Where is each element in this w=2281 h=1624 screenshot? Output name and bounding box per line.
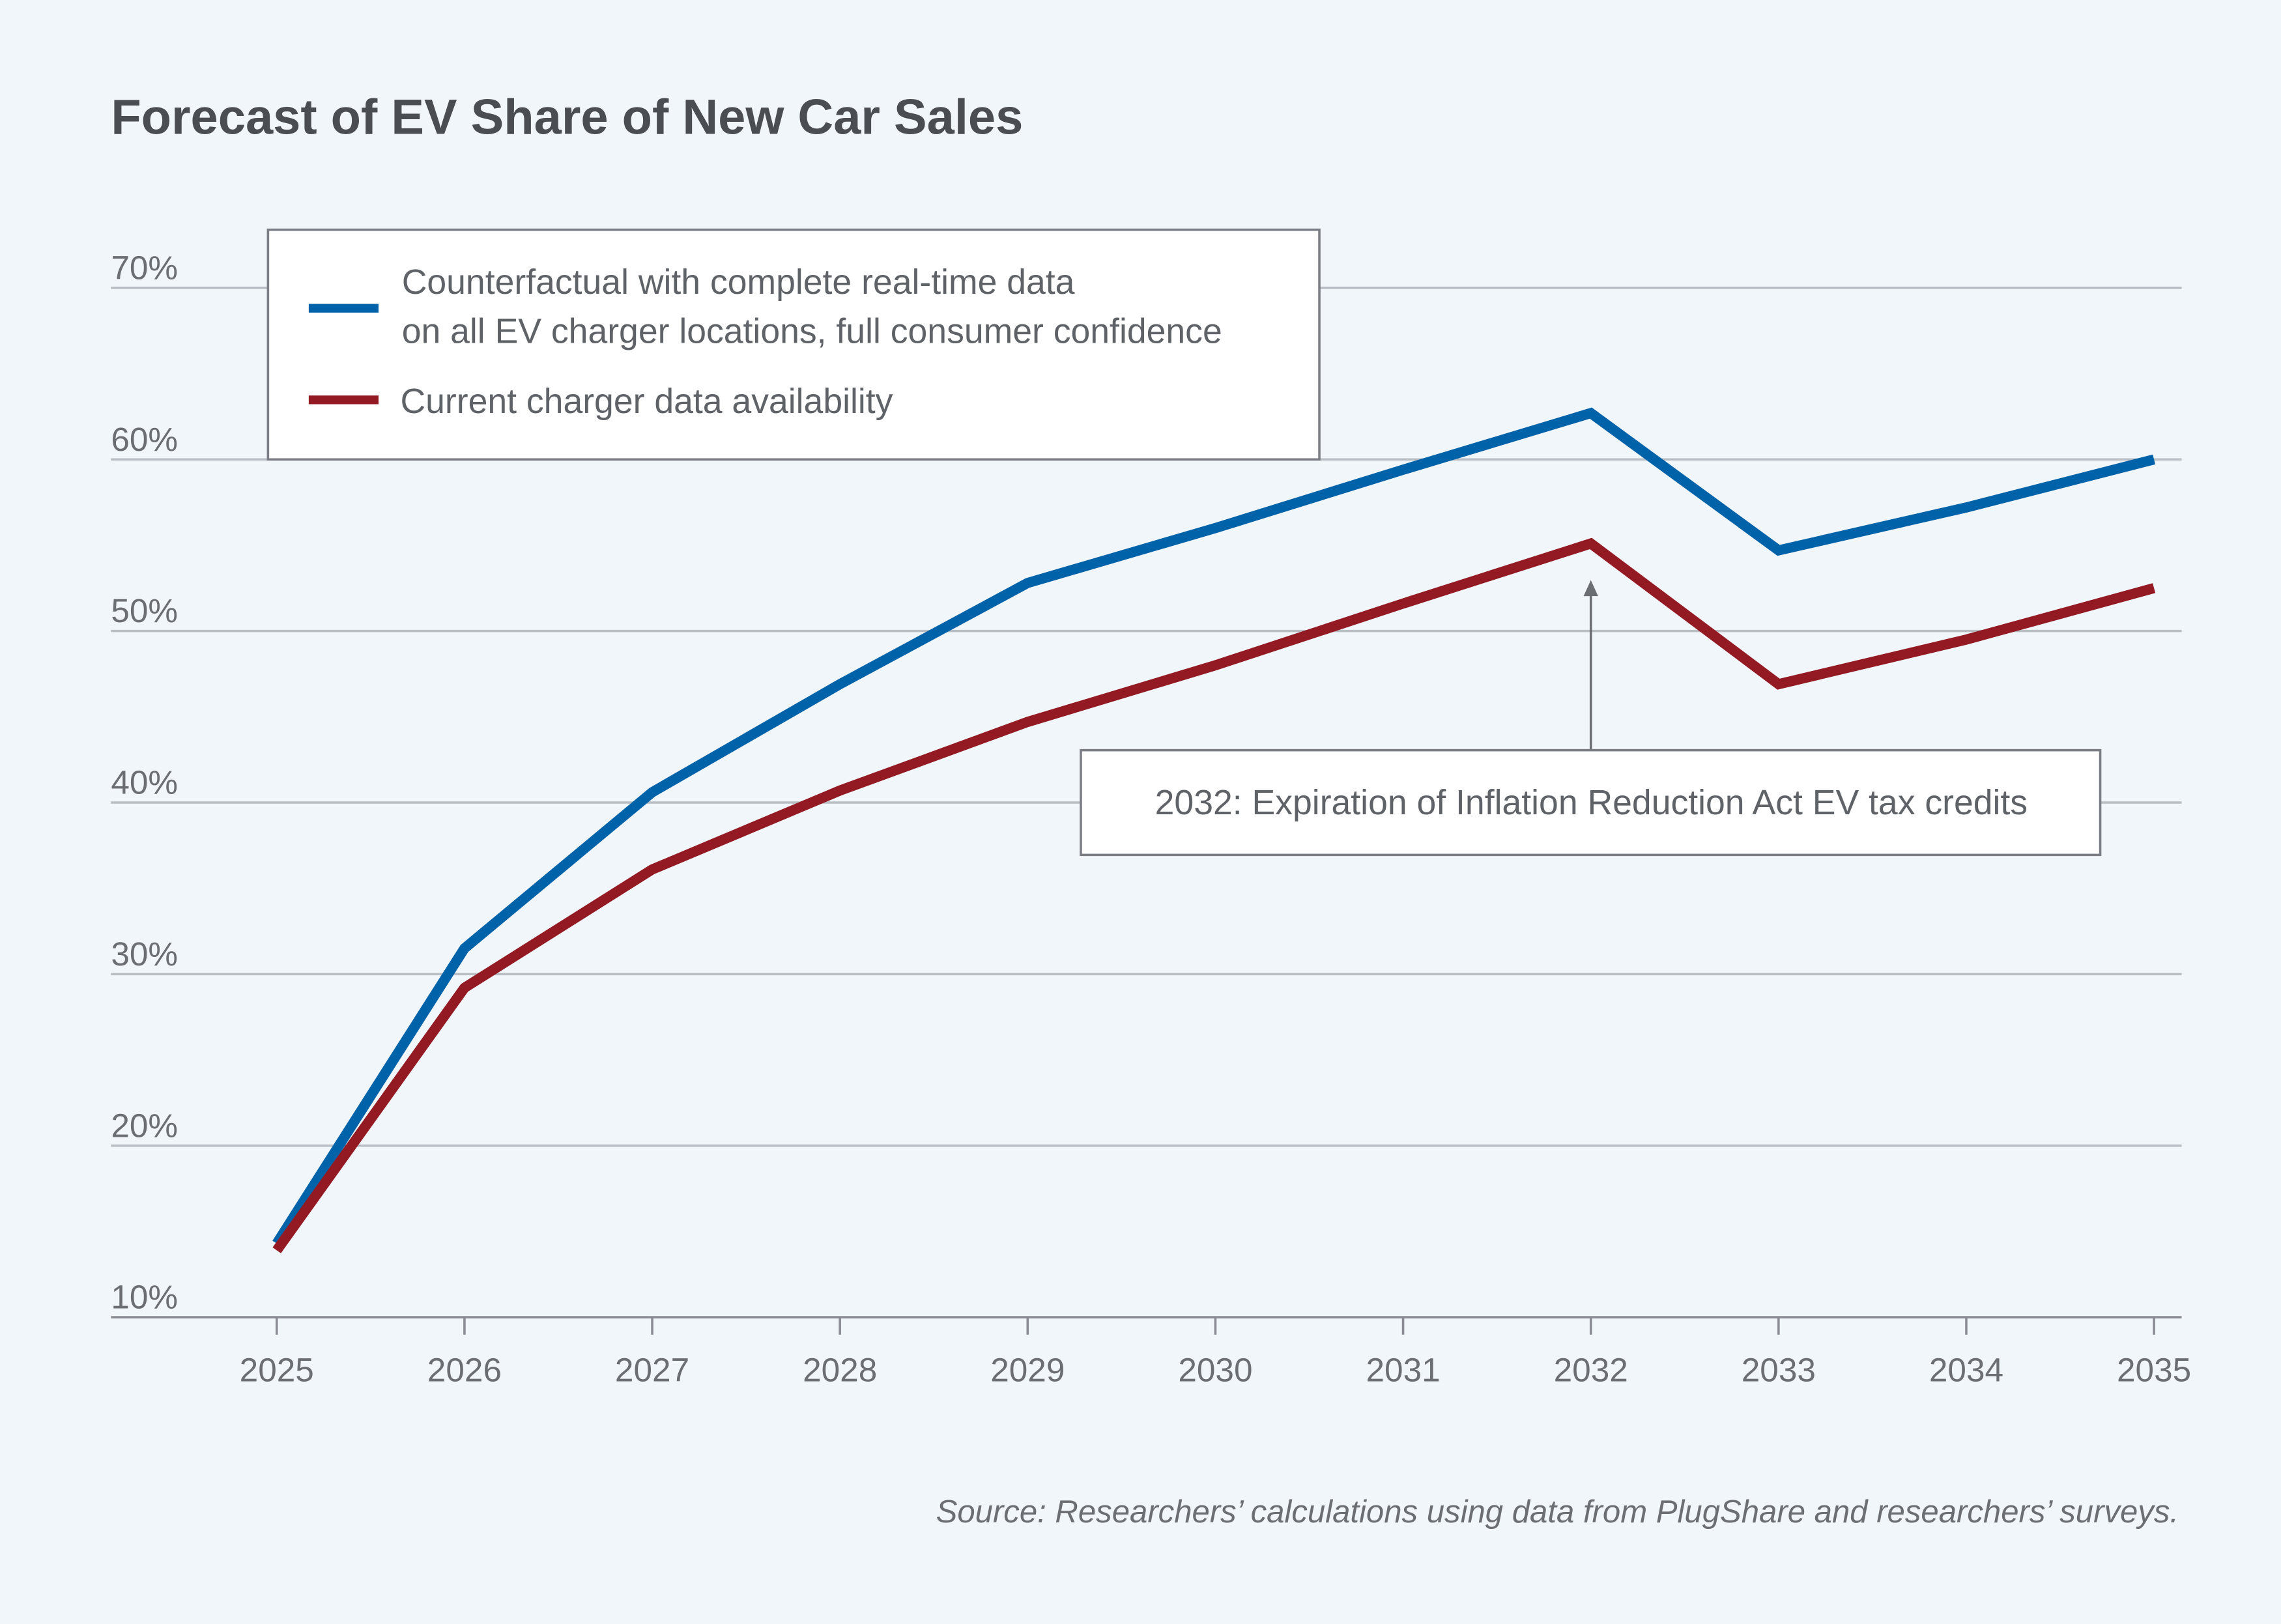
source-note: Source: Researchers’ calculations using … <box>936 1494 2179 1530</box>
legend-label: Counterfactual with complete real-time d… <box>402 263 1075 302</box>
legend: Counterfactual with complete real-time d… <box>266 228 1321 461</box>
x-tick-label: 2034 <box>1929 1351 2003 1388</box>
series-line-2 <box>272 537 2156 1253</box>
x-tick-label: 2033 <box>1742 1351 1816 1388</box>
x-tick-label: 2031 <box>1366 1351 1440 1388</box>
y-tick-label: 20% <box>111 1107 178 1144</box>
x-tick-label: 2029 <box>990 1351 1065 1388</box>
annotation-text: 2032: Expiration of Inflation Reduction … <box>1155 784 2028 822</box>
y-tick-label: 70% <box>111 249 178 287</box>
x-tick-label: 2026 <box>427 1351 502 1388</box>
arrowhead-icon <box>1583 580 1598 597</box>
legend-label: on all EV charger locations, full consum… <box>402 313 1222 351</box>
legend-box <box>266 228 1321 461</box>
annotation-box <box>1080 748 2102 857</box>
legend-label: Current charger data availability <box>400 382 893 421</box>
chart-title: Forecast of EV Share of New Car Sales <box>111 89 1023 145</box>
y-tick-label: 40% <box>111 764 178 801</box>
y-tick-label: 30% <box>111 935 178 973</box>
x-tick-label: 2028 <box>803 1351 877 1388</box>
x-tick-label: 2025 <box>240 1351 314 1388</box>
x-tick-label: 2030 <box>1178 1351 1252 1388</box>
x-tick-label: 2027 <box>615 1351 689 1388</box>
y-tick-label: 50% <box>111 592 178 629</box>
x-tick-label: 2035 <box>2117 1351 2191 1388</box>
y-tick-label: 60% <box>111 421 178 458</box>
x-tick-label: 2032 <box>1554 1351 1628 1388</box>
y-tick-label: 10% <box>111 1279 178 1316</box>
